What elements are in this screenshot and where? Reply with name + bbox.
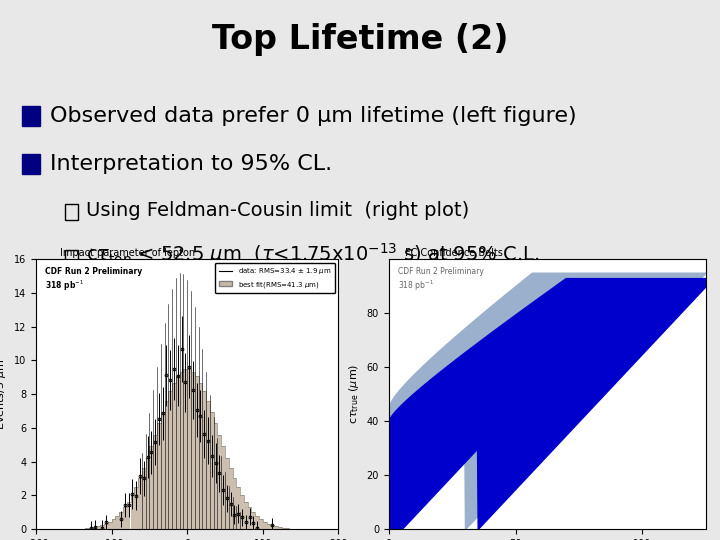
Bar	[210, 411, 214, 529]
Bar	[138, 478, 142, 529]
Bar	[65, 204, 78, 220]
Bar	[22, 106, 40, 126]
Bar	[282, 528, 285, 529]
Text: c$\tau_{\rm top}$ < 52.5 $\mu$m  ($\tau$<1.75x10$^{-13}$ s) at 95% C.L.: c$\tau_{\rm top}$ < 52.5 $\mu$m ($\tau$<…	[86, 242, 540, 271]
Text: FC Confidence Belts: FC Confidence Belts	[405, 248, 503, 259]
Bar	[202, 391, 206, 529]
Bar	[157, 423, 161, 529]
Bar	[217, 435, 221, 529]
Bar	[221, 447, 225, 529]
Bar	[187, 369, 191, 529]
Bar	[263, 522, 266, 529]
Bar	[115, 516, 119, 529]
Bar	[150, 447, 153, 529]
Bar	[274, 526, 278, 529]
Bar	[161, 411, 164, 529]
Bar	[123, 508, 127, 529]
Legend: data: RMS=33.4 $\pm$ 1.9 $\mu$m, best fit(RMS=41.3 $\mu$m): data: RMS=33.4 $\pm$ 1.9 $\mu$m, best fi…	[215, 262, 335, 293]
Bar	[199, 383, 202, 529]
Bar	[168, 391, 172, 529]
Bar	[112, 519, 115, 529]
Bar	[104, 524, 108, 529]
Text: Top Lifetime (2): Top Lifetime (2)	[212, 23, 508, 56]
Text: Impact parameter of lepton: Impact parameter of lepton	[60, 248, 195, 259]
Text: CDF Run 2 Preliminary
318 pb$^{-1}$: CDF Run 2 Preliminary 318 pb$^{-1}$	[45, 267, 143, 293]
Bar	[194, 376, 199, 529]
Text: Observed data prefer 0 μm lifetime (left figure): Observed data prefer 0 μm lifetime (left…	[50, 106, 577, 126]
Text: Using Feldman-Cousin limit  (right plot): Using Feldman-Cousin limit (right plot)	[86, 201, 469, 220]
Bar	[127, 502, 130, 529]
Bar	[271, 525, 274, 529]
Bar	[225, 458, 229, 529]
Bar	[93, 527, 96, 529]
Bar	[184, 369, 187, 529]
Bar	[266, 524, 270, 529]
Bar	[236, 487, 240, 529]
Bar	[153, 435, 157, 529]
Bar	[96, 526, 100, 529]
Bar	[244, 502, 248, 529]
Bar	[176, 376, 180, 529]
Bar	[22, 154, 40, 174]
Bar	[164, 401, 168, 529]
Bar	[214, 423, 217, 529]
Bar	[229, 468, 233, 529]
Bar	[180, 372, 184, 529]
Bar	[142, 468, 145, 529]
Bar	[119, 512, 123, 529]
Bar	[233, 478, 236, 529]
Bar	[65, 250, 78, 266]
Bar	[240, 495, 244, 529]
Bar	[278, 527, 282, 529]
Bar	[145, 458, 150, 529]
Bar	[172, 383, 176, 529]
Bar	[100, 525, 104, 529]
Bar	[259, 519, 263, 529]
Bar	[256, 516, 259, 529]
Text: CDF Run 2 Preliminary
318 pb$^{-1}$: CDF Run 2 Preliminary 318 pb$^{-1}$	[398, 267, 484, 293]
Bar	[251, 512, 255, 529]
Y-axis label: c$\tau_{\rm true}$ ($\mu$m): c$\tau_{\rm true}$ ($\mu$m)	[347, 364, 361, 424]
Bar	[85, 528, 89, 529]
Bar	[191, 372, 194, 529]
Bar	[285, 528, 289, 529]
Text: Interpretation to 95% CL.: Interpretation to 95% CL.	[50, 154, 333, 174]
Bar	[248, 508, 251, 529]
Bar	[130, 495, 134, 529]
Bar	[134, 487, 138, 529]
Y-axis label: Events/5 $\mu$m: Events/5 $\mu$m	[0, 359, 9, 430]
Bar	[206, 401, 210, 529]
Bar	[89, 528, 93, 529]
Bar	[108, 522, 112, 529]
